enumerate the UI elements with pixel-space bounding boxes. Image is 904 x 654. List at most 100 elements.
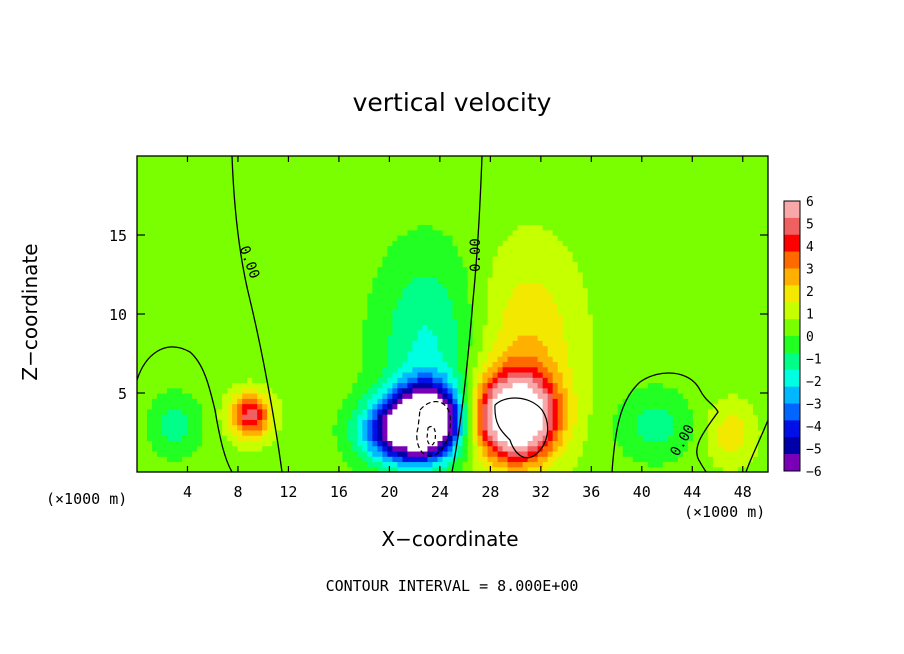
field-cell — [392, 192, 399, 199]
field-cell — [232, 324, 238, 331]
field-cell — [242, 314, 248, 320]
field-cell — [297, 224, 303, 231]
field-cell — [282, 156, 288, 162]
field-cell — [242, 319, 248, 326]
field-cell — [157, 282, 163, 289]
field-cell — [242, 171, 248, 178]
field-cell — [197, 345, 203, 352]
field-cell — [147, 161, 153, 168]
field-cell — [547, 166, 554, 173]
field-cell — [272, 287, 278, 294]
field-cell — [447, 208, 454, 215]
field-cell — [292, 187, 298, 194]
field-cell — [547, 203, 554, 210]
field-cell — [367, 256, 373, 262]
field-cell — [522, 419, 529, 426]
field-cell — [232, 371, 238, 378]
field-cell — [152, 277, 158, 283]
field-cell — [227, 429, 233, 436]
field-cell — [207, 298, 213, 305]
field-cell — [157, 213, 163, 220]
field-cell — [452, 335, 459, 341]
field-cell — [442, 419, 449, 426]
field-cell — [207, 308, 213, 315]
field-cell — [322, 393, 328, 399]
field-cell — [492, 192, 499, 199]
field-cell — [387, 235, 394, 241]
field-cell — [467, 466, 474, 472]
field-cell — [537, 350, 544, 357]
field-cell — [297, 319, 303, 326]
field-cell — [402, 445, 409, 452]
field-cell — [472, 340, 479, 347]
field-cell — [387, 192, 394, 199]
field-cell — [317, 298, 323, 305]
field-cell — [157, 382, 163, 389]
field-cell — [177, 408, 183, 415]
field-cell — [257, 308, 263, 315]
field-cell — [337, 271, 343, 278]
field-cell — [497, 229, 504, 236]
field-cell — [187, 192, 193, 199]
field-cell — [517, 324, 524, 331]
field-cell — [287, 292, 293, 299]
field-cell — [402, 198, 409, 204]
field-cell — [387, 314, 394, 320]
field-cell — [357, 387, 363, 394]
field-cell — [462, 250, 469, 257]
field-cell — [487, 203, 494, 210]
field-cell — [167, 382, 173, 389]
field-cell — [327, 440, 333, 447]
field-cell — [362, 445, 368, 452]
field-cell — [157, 350, 163, 357]
field-cell — [252, 440, 258, 447]
field-cell — [162, 282, 168, 289]
field-cell — [372, 429, 378, 436]
field-cell — [332, 187, 338, 194]
field-cell — [257, 329, 263, 336]
field-cell — [242, 466, 248, 472]
field-cell — [532, 419, 539, 426]
field-cell — [522, 171, 529, 178]
field-cell — [497, 161, 504, 168]
field-cell — [547, 314, 554, 320]
field-cell — [177, 461, 183, 468]
field-cell — [372, 340, 378, 347]
field-cell — [302, 361, 308, 368]
field-cell — [292, 398, 298, 405]
field-cell — [227, 419, 233, 426]
field-cell — [137, 292, 143, 299]
field-cell — [332, 387, 338, 394]
field-cell — [242, 419, 248, 426]
field-cell — [212, 156, 218, 162]
field-cell — [302, 324, 308, 331]
field-cell — [347, 314, 353, 320]
field-cell — [262, 208, 268, 215]
field-cell — [372, 229, 378, 236]
field-cell — [397, 245, 404, 252]
field-cell — [437, 345, 444, 352]
field-cell — [242, 340, 248, 347]
field-cell — [367, 377, 373, 384]
field-cell — [402, 177, 409, 183]
field-cell — [232, 329, 238, 336]
field-cell — [412, 298, 419, 305]
field-cell — [187, 398, 193, 405]
field-cell — [527, 224, 534, 231]
field-cell — [497, 266, 504, 273]
field-cell — [337, 208, 343, 215]
field-cell — [417, 182, 424, 189]
field-cell — [307, 271, 313, 278]
field-cell — [187, 282, 193, 289]
field-cell — [507, 371, 514, 378]
field-cell — [352, 203, 358, 210]
field-cell — [477, 435, 484, 441]
field-cell — [537, 271, 544, 278]
field-cell — [307, 398, 313, 405]
field-cell — [222, 229, 228, 236]
field-cell — [427, 177, 434, 183]
field-cell — [197, 440, 203, 447]
field-cell — [517, 403, 524, 410]
field-cell — [542, 229, 549, 236]
field-cell — [517, 398, 524, 405]
